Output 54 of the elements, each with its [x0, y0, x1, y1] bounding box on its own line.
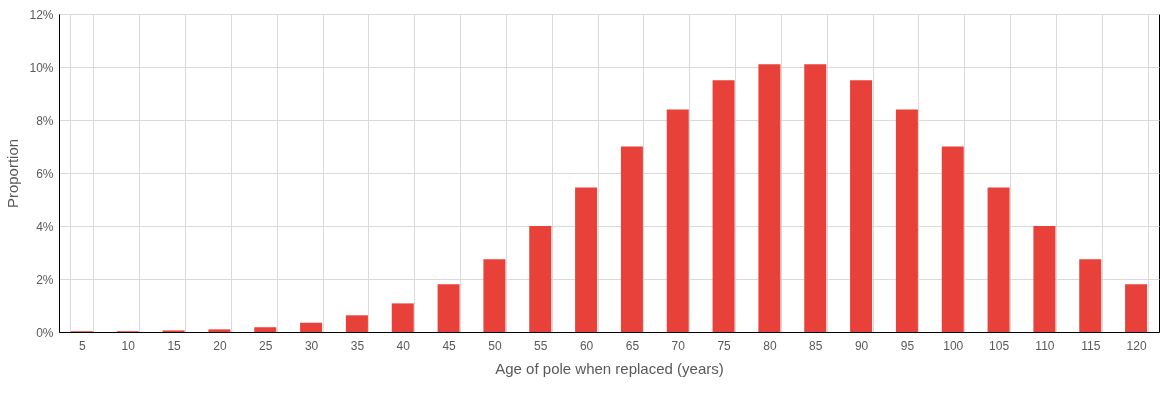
x-tick-label: 35 — [350, 338, 365, 353]
bar — [987, 187, 1010, 332]
x-tick-label: 45 — [442, 338, 457, 353]
bar — [1033, 226, 1056, 332]
x-axis-title: Age of pole when replaced (years) — [495, 359, 724, 377]
x-tick-label: 40 — [396, 338, 411, 353]
x-tick-label: 30 — [304, 338, 319, 353]
x-tick-label: 10 — [121, 338, 136, 353]
bar — [804, 64, 827, 332]
bar — [208, 329, 231, 332]
y-axis-title: Proportion — [4, 138, 22, 209]
bar — [483, 259, 506, 332]
bar — [712, 80, 735, 332]
x-tick-label: 115 — [1081, 338, 1101, 353]
x-tick-label: 15 — [167, 338, 182, 353]
bar — [1079, 259, 1102, 332]
y-tick-label: 0% — [36, 325, 54, 340]
x-tick-label: 90 — [854, 338, 869, 353]
x-tick-label: 110 — [1035, 338, 1055, 353]
x-tick-label: 120 — [1126, 338, 1147, 353]
x-tick-label: 75 — [717, 338, 732, 353]
x-tick-label: 50 — [488, 338, 502, 353]
x-tick-label: 65 — [625, 338, 640, 353]
x-tick-label: 85 — [809, 338, 823, 353]
bar — [575, 187, 598, 332]
x-tick-label: 5 — [79, 338, 87, 353]
y-tick-label: 4% — [36, 219, 54, 234]
bar — [895, 109, 918, 332]
bar — [300, 322, 323, 332]
bar — [850, 80, 873, 332]
bar — [758, 64, 781, 332]
x-tick-label: 100 — [943, 338, 964, 353]
bar — [620, 146, 643, 332]
y-tick-label: 8% — [36, 113, 54, 128]
x-tick-label: 60 — [579, 338, 594, 353]
bar — [529, 226, 552, 332]
y-tick-label: 12% — [29, 7, 54, 22]
bar — [254, 327, 277, 332]
x-tick-label: 55 — [534, 338, 548, 353]
x-tick-label: 80 — [763, 338, 777, 353]
x-tick-label: 25 — [259, 338, 273, 353]
bar — [391, 303, 414, 332]
x-tick-label: 70 — [671, 338, 686, 353]
y-tick-label: 2% — [36, 272, 54, 287]
x-tick-label: 20 — [213, 338, 227, 353]
bar — [345, 315, 368, 332]
y-tick-label: 6% — [36, 166, 54, 181]
bar — [437, 284, 460, 332]
bar — [1125, 284, 1148, 332]
bar — [941, 146, 964, 332]
x-tick-label: 95 — [900, 338, 915, 353]
x-tick-label: 105 — [989, 338, 1010, 353]
y-tick-label: 10% — [29, 60, 54, 75]
bar — [666, 109, 689, 332]
